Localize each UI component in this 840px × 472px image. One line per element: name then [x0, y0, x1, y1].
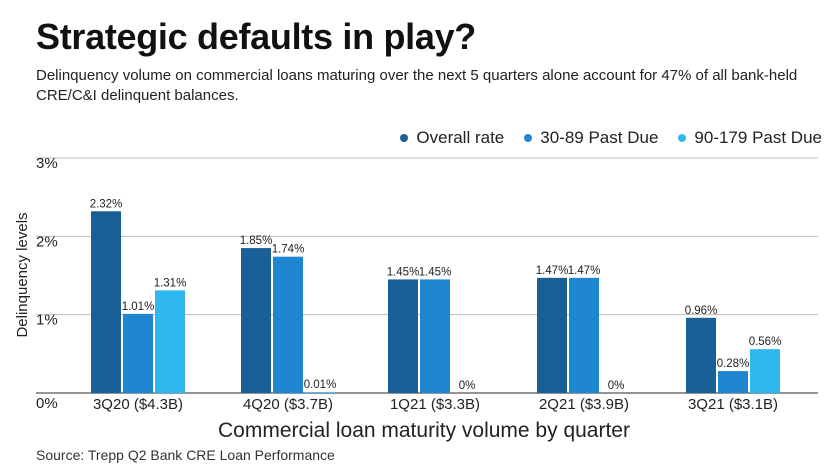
- data-label-1-0: 1.85%: [240, 235, 273, 247]
- x-tick-label-0: 3Q20 ($4.3B): [93, 396, 183, 413]
- y-tick-label-1: 1%: [36, 312, 58, 329]
- y-tick-label-2: 2%: [36, 233, 58, 250]
- bar-4-1: [718, 371, 748, 393]
- bar-3-1: [569, 277, 599, 393]
- data-label-4-2: 0.56%: [749, 336, 782, 348]
- legend-swatch-90-179: [678, 134, 687, 142]
- x-tick-label-4: 3Q21 ($3.1B): [688, 396, 778, 413]
- data-label-1-2: 0.01%: [304, 379, 337, 391]
- legend-label-overall-rate: Overall rate: [416, 128, 505, 147]
- legend-item-overall-rate: Overall rate: [400, 128, 504, 148]
- chart-title: Strategic defaults in play?: [36, 16, 477, 57]
- legend-swatch-30-89: [524, 134, 533, 142]
- bar-4-0: [686, 317, 716, 393]
- x-tick-label-1: 4Q20 ($3.7B): [243, 396, 333, 413]
- y-axis-label: Delinquency levels: [14, 212, 31, 337]
- data-label-2-1: 1.45%: [419, 266, 452, 278]
- data-label-0-1: 1.01%: [122, 301, 155, 313]
- data-label-3-0: 1.47%: [536, 265, 569, 277]
- legend-swatch-overall-rate: [400, 134, 409, 142]
- source-note: Source: Trepp Q2 Bank CRE Loan Performan…: [36, 447, 335, 463]
- chart-legend: Overall rate 30-89 Past Due 90-179 Past …: [400, 128, 822, 148]
- bar-3-0: [537, 277, 567, 393]
- data-label-1-1: 1.74%: [272, 244, 305, 256]
- bar-2-1: [420, 279, 450, 393]
- x-tick-label-3: 2Q21 ($3.9B): [539, 396, 629, 413]
- legend-item-30-89: 30-89 Past Due: [524, 128, 658, 148]
- data-label-3-1: 1.47%: [568, 265, 601, 277]
- bar-0-2: [155, 290, 185, 393]
- data-label-3-2: 0%: [608, 380, 625, 392]
- data-label-4-0: 0.96%: [685, 305, 718, 317]
- y-tick-label-3: 3%: [36, 155, 58, 172]
- bar-1-0: [241, 248, 271, 393]
- legend-label-30-89: 30-89 Past Due: [540, 128, 659, 147]
- bar-2-0: [388, 279, 418, 393]
- x-tick-label-2: 1Q21 ($3.3B): [390, 396, 480, 413]
- chart-subtitle: Delinquency volume on commercial loans m…: [36, 67, 798, 104]
- data-label-0-0: 2.32%: [90, 198, 123, 210]
- bar-1-2: [305, 392, 335, 393]
- y-tick-label-0: 0%: [36, 395, 58, 412]
- bar-1-1: [273, 256, 303, 393]
- data-label-2-2: 0%: [459, 380, 476, 392]
- bar-0-0: [91, 211, 121, 393]
- data-label-2-0: 1.45%: [387, 266, 420, 278]
- data-label-0-2: 1.31%: [154, 277, 187, 289]
- legend-item-90-179: 90-179 Past Due: [678, 128, 822, 148]
- data-label-4-1: 0.28%: [717, 358, 750, 370]
- legend-label-90-179: 90-179 Past Due: [694, 128, 822, 147]
- x-axis-label: Commercial loan maturity volume by quart…: [218, 419, 630, 442]
- bar-0-1: [123, 313, 153, 393]
- bar-4-2: [750, 349, 780, 393]
